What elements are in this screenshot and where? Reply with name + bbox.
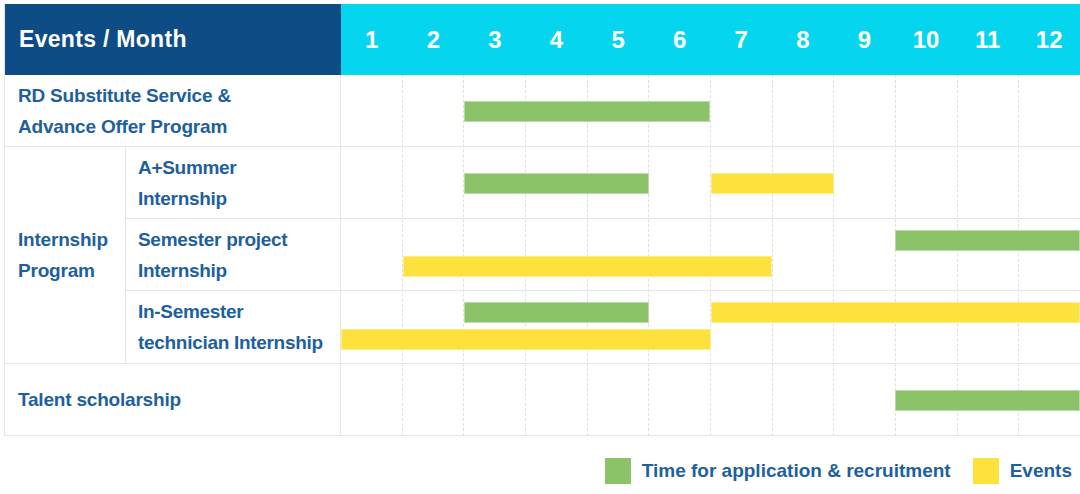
row-label-line: Talent scholarship xyxy=(18,384,340,415)
month-header-row: 123456789101112 xyxy=(341,4,1080,75)
gantt-bar-recruitment xyxy=(464,101,710,122)
events-month-header-cell: Events / Month xyxy=(5,4,341,75)
row-label-talent-scholarship: Talent scholarship xyxy=(5,364,341,435)
row-rd-substitute-service: RD Substitute Service & Advance Offer Pr… xyxy=(5,75,1080,147)
month-label: 8 xyxy=(772,4,834,75)
legend-label-events: Events xyxy=(1010,460,1072,482)
gantt-bar-event xyxy=(711,173,834,194)
gantt-bar-recruitment xyxy=(895,390,1080,411)
month-label: 6 xyxy=(649,4,711,75)
legend-swatch-recruitment xyxy=(605,458,631,484)
row-label-line: A+Summer xyxy=(138,152,340,183)
gantt-bar-event xyxy=(341,329,711,350)
group-label-internship-program: Internship Program xyxy=(5,147,126,363)
events-month-title: Events / Month xyxy=(19,26,187,53)
row-label-line: Internship xyxy=(138,183,340,214)
row-label-rd-substitute-service: RD Substitute Service & Advance Offer Pr… xyxy=(5,75,341,146)
row-semester-project-internship: Semester project Internship xyxy=(126,219,1080,291)
legend-swatch-events xyxy=(973,458,999,484)
row-label-line: Semester project xyxy=(138,224,340,255)
month-label: 2 xyxy=(403,4,465,75)
timeline-rd-substitute-service xyxy=(341,75,1080,146)
gantt-body: RD Substitute Service & Advance Offer Pr… xyxy=(5,75,1080,436)
gantt-bar-event xyxy=(711,302,1080,323)
month-label: 7 xyxy=(710,4,772,75)
gantt-table: Events / Month 123456789101112 RD Substi… xyxy=(4,4,1080,436)
row-label-semester-project-internship: Semester project Internship xyxy=(126,219,341,290)
row-label-line: technician Internship xyxy=(138,327,340,358)
row-talent-scholarship: Talent scholarship xyxy=(5,364,1080,436)
row-label-in-semester-technician-internship: In-Semester technician Internship xyxy=(126,291,341,363)
timeline-semester-project-internship xyxy=(341,219,1080,290)
month-label: 9 xyxy=(834,4,896,75)
row-label-line: In-Semester xyxy=(138,296,340,327)
timeline-in-semester-technician-internship xyxy=(341,291,1080,363)
legend: Time for application & recruitment Event… xyxy=(0,451,1080,491)
group-label-line: Internship xyxy=(18,224,125,255)
month-label: 4 xyxy=(526,4,588,75)
row-label-a-plus-summer-internship: A+Summer Internship xyxy=(126,147,341,218)
row-label-line: Internship xyxy=(138,255,340,286)
internship-program-group: Internship Program A+Summer Internship S… xyxy=(5,147,1080,364)
timeline-talent-scholarship xyxy=(341,364,1080,435)
month-label: 3 xyxy=(464,4,526,75)
gantt-bar-recruitment xyxy=(464,302,649,323)
internship-program-subrows: A+Summer Internship Semester project Int… xyxy=(126,147,1080,363)
month-label: 10 xyxy=(895,4,957,75)
gantt-bar-recruitment xyxy=(464,173,649,194)
row-label-line: RD Substitute Service & xyxy=(18,80,340,111)
table-header: Events / Month 123456789101112 xyxy=(5,4,1080,75)
month-label: 5 xyxy=(587,4,649,75)
gantt-bar-recruitment xyxy=(895,230,1080,251)
month-label: 11 xyxy=(957,4,1019,75)
row-label-line: Advance Offer Program xyxy=(18,111,340,142)
group-label-line: Program xyxy=(18,255,125,286)
month-label: 12 xyxy=(1018,4,1080,75)
row-in-semester-technician-internship: In-Semester technician Internship xyxy=(126,291,1080,363)
month-label: 1 xyxy=(341,4,403,75)
timeline-a-plus-summer-internship xyxy=(341,147,1080,218)
row-a-plus-summer-internship: A+Summer Internship xyxy=(126,147,1080,219)
gantt-bar-event xyxy=(403,256,773,277)
gantt-schedule-page: Events / Month 123456789101112 RD Substi… xyxy=(0,0,1080,494)
legend-label-recruitment: Time for application & recruitment xyxy=(642,460,951,482)
